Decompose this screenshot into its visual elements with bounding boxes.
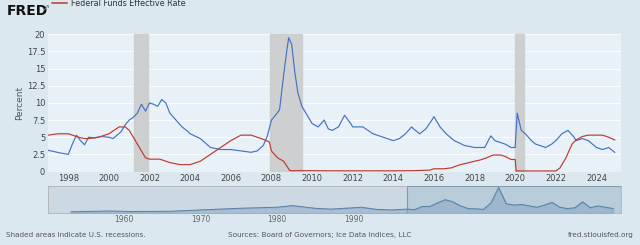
Text: FRED: FRED bbox=[6, 4, 47, 18]
Bar bbox=[407, 186, 621, 213]
Bar bbox=[407, 186, 621, 213]
Text: Shaded areas indicate U.S. recessions.: Shaded areas indicate U.S. recessions. bbox=[6, 232, 146, 238]
Text: fred.stlouisfed.org: fred.stlouisfed.org bbox=[568, 232, 634, 238]
Y-axis label: Percent: Percent bbox=[15, 86, 24, 120]
Legend: ICE BofA US High Yield Index Option-Adjusted Spread, Federal Funds Effective Rat: ICE BofA US High Yield Index Option-Adju… bbox=[52, 0, 284, 8]
Text: Sources: Board of Governors; Ice Data Indices, LLC: Sources: Board of Governors; Ice Data In… bbox=[228, 232, 412, 238]
Bar bbox=[270, 34, 302, 172]
Bar bbox=[515, 34, 524, 172]
Text: ↗: ↗ bbox=[42, 4, 50, 14]
Bar bbox=[134, 34, 148, 172]
